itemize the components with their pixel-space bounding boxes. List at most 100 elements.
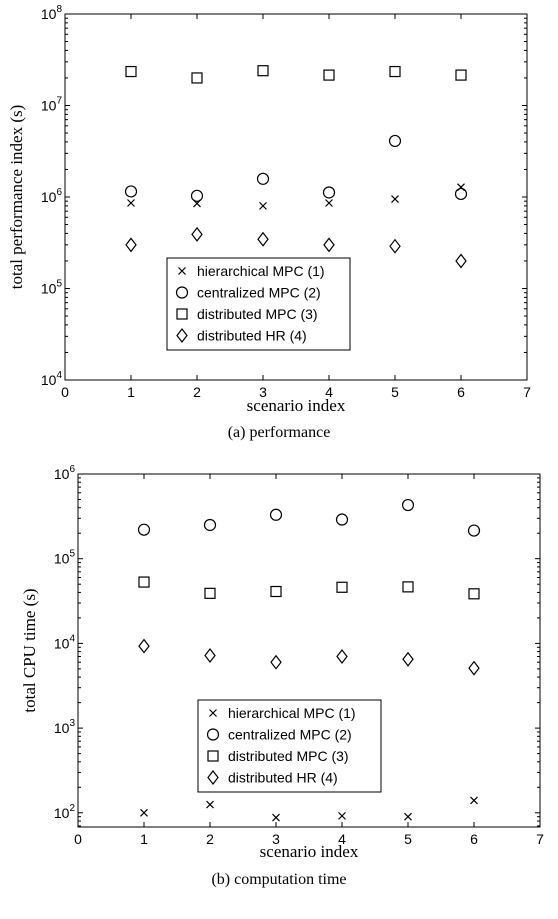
series-d bbox=[138, 638, 480, 676]
data-point bbox=[323, 69, 335, 81]
x-tick-label: 7 bbox=[523, 384, 531, 400]
legend-marker bbox=[176, 308, 188, 320]
x-tick-label: 6 bbox=[457, 384, 465, 400]
figure-caption: (a) performance bbox=[228, 424, 331, 441]
x-tick-label: 4 bbox=[338, 831, 346, 847]
y-tick-label: 108 bbox=[41, 4, 63, 22]
data-point bbox=[206, 800, 214, 809]
x-axis-title: scenario index bbox=[247, 396, 346, 415]
legend-entry: distributed HR (4) bbox=[228, 770, 338, 786]
data-point bbox=[191, 72, 203, 84]
data-point bbox=[335, 513, 349, 526]
data-point bbox=[468, 660, 480, 676]
data-point bbox=[389, 238, 401, 254]
chart-panel-2: 0 1 2 3 4 5 6 7 102 103 104 105 106 scenario index tot… bbox=[20, 464, 544, 888]
data-point bbox=[401, 498, 415, 512]
data-point bbox=[124, 185, 138, 198]
data-point bbox=[191, 226, 203, 242]
series-s bbox=[138, 576, 480, 600]
data-point bbox=[336, 649, 348, 665]
data-point bbox=[455, 69, 467, 81]
data-point bbox=[270, 654, 282, 670]
legend-entry: distributed HR (4) bbox=[197, 328, 307, 344]
x-tick-label: 3 bbox=[272, 831, 280, 847]
data-point bbox=[388, 134, 402, 148]
x-tick-label: 3 bbox=[259, 384, 267, 400]
x-axis-title: scenario index bbox=[260, 842, 359, 861]
chart-panel-1: 0 1 2 3 4 5 6 7 104 105 106 107 108 scenario index tot… bbox=[7, 4, 531, 441]
legend-box bbox=[197, 699, 382, 793]
legend-entry: centralized MPC (2) bbox=[197, 285, 321, 301]
y-tick-label: 105 bbox=[54, 549, 76, 567]
data-point bbox=[272, 813, 280, 822]
x-tick-label: 5 bbox=[404, 831, 412, 847]
x-tick-label: 2 bbox=[193, 384, 201, 400]
figure-caption: (b) computation time bbox=[211, 871, 346, 888]
data-point bbox=[325, 199, 333, 207]
x-tick-label: 0 bbox=[61, 384, 69, 400]
x-tick-label: 1 bbox=[127, 384, 135, 400]
plot-area-frame bbox=[77, 473, 541, 828]
legend-entry: hierarchical MPC (1) bbox=[197, 263, 325, 279]
series-d bbox=[125, 226, 467, 269]
data-point bbox=[257, 231, 269, 247]
data-point bbox=[402, 651, 414, 667]
legend-entry: hierarchical MPC (1) bbox=[228, 705, 356, 721]
legend-entry: distributed MPC (3) bbox=[197, 306, 318, 322]
data-point bbox=[203, 518, 217, 532]
legend-marker bbox=[206, 728, 220, 741]
data-point bbox=[190, 189, 204, 202]
legend-marker bbox=[178, 267, 186, 275]
y-tick-label: 106 bbox=[41, 187, 63, 205]
data-point bbox=[455, 253, 467, 269]
y-tick-label: 102 bbox=[54, 803, 76, 821]
y-tick-label: 104 bbox=[54, 633, 76, 651]
data-point bbox=[402, 581, 414, 593]
legend-entry: distributed MPC (3) bbox=[228, 748, 349, 764]
data-point bbox=[391, 195, 399, 203]
x-tick-label: 4 bbox=[325, 384, 333, 400]
data-point bbox=[204, 587, 216, 599]
series-x bbox=[140, 796, 478, 822]
series-o bbox=[137, 498, 481, 537]
series-o bbox=[124, 134, 468, 202]
x-tick-label: 6 bbox=[470, 831, 478, 847]
data-point bbox=[137, 523, 151, 536]
data-point bbox=[338, 811, 346, 820]
data-point bbox=[468, 588, 480, 600]
data-point bbox=[270, 585, 282, 598]
data-point bbox=[125, 65, 137, 78]
data-point bbox=[404, 812, 412, 821]
x-tick-label: 1 bbox=[140, 831, 148, 847]
y-tick-label: 105 bbox=[41, 279, 63, 297]
x-tick-label: 7 bbox=[536, 831, 544, 847]
x-tick-label: 5 bbox=[391, 384, 399, 400]
series-x bbox=[127, 183, 465, 210]
data-point bbox=[467, 524, 481, 537]
data-point bbox=[470, 796, 478, 805]
data-point bbox=[336, 581, 348, 593]
data-point bbox=[323, 237, 335, 253]
data-point bbox=[257, 65, 269, 77]
legend-entry: centralized MPC (2) bbox=[228, 727, 352, 743]
data-point bbox=[259, 201, 267, 210]
data-point bbox=[256, 172, 270, 185]
legend-marker bbox=[207, 750, 219, 762]
x-tick-label: 2 bbox=[206, 831, 214, 847]
data-point bbox=[389, 65, 401, 78]
legend: hierarchical MPC (1) centralized MPC (2) d… bbox=[197, 699, 382, 793]
data-point bbox=[138, 638, 150, 654]
x-tick-label: 0 bbox=[74, 831, 82, 847]
data-point bbox=[204, 648, 216, 663]
y-axis-title: total performance index (s) bbox=[7, 105, 26, 290]
legend-marker bbox=[209, 709, 217, 717]
y-tick-label: 107 bbox=[41, 96, 63, 114]
data-point bbox=[269, 508, 283, 521]
legend-marker bbox=[176, 328, 188, 343]
data-point bbox=[138, 576, 150, 588]
legend-marker bbox=[175, 286, 189, 299]
data-point bbox=[454, 187, 468, 201]
y-axis-title: total CPU time (s) bbox=[20, 588, 39, 712]
data-point bbox=[127, 199, 135, 207]
